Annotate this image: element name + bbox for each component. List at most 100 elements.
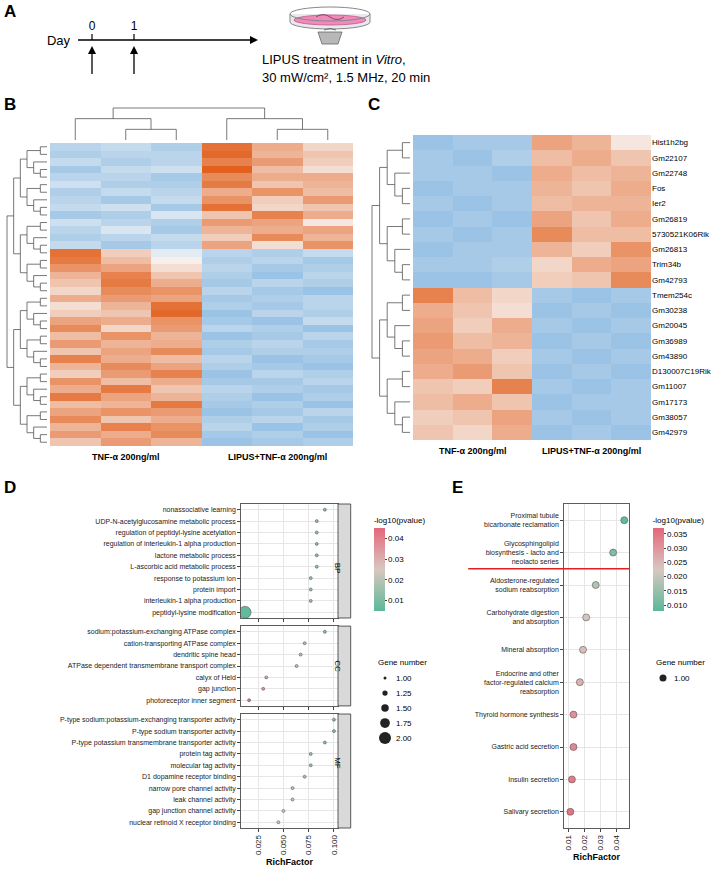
svg-text:Gm20045: Gm20045 xyxy=(652,321,688,330)
svg-text:cation-transporting ATPase com: cation-transporting ATPase complex xyxy=(124,640,236,648)
svg-text:nonassociative learning: nonassociative learning xyxy=(163,506,236,514)
svg-text:Gm38057: Gm38057 xyxy=(652,413,688,422)
svg-text:0.03: 0.03 xyxy=(596,834,605,850)
svg-text:Gm26813: Gm26813 xyxy=(652,245,688,254)
svg-text:protein tag activity: protein tag activity xyxy=(179,750,236,758)
svg-text:1.00: 1.00 xyxy=(674,674,690,683)
svg-text:gap junction: gap junction xyxy=(198,685,236,693)
html-text:A: A xyxy=(4,2,17,21)
svg-text:1: 1 xyxy=(131,19,138,33)
svg-text:0.035: 0.035 xyxy=(667,530,688,539)
svg-text:P-type sodium:potassium-exchan: P-type sodium:potassium-exchanging trans… xyxy=(60,716,236,724)
svg-text:-log10(pvalue): -log10(pvalue) xyxy=(374,516,425,525)
svg-text:ATPase dependent transmembrane: ATPase dependent transmembrane transport… xyxy=(68,662,236,670)
svg-text:nuclear retinoid X receptor bi: nuclear retinoid X receptor binding xyxy=(129,819,236,827)
svg-text:molecular tag activity: molecular tag activity xyxy=(170,762,236,770)
svg-text:CC: CC xyxy=(333,660,342,672)
svg-text:leak channel activity: leak channel activity xyxy=(173,796,236,804)
svg-text:Hist1h2bg: Hist1h2bg xyxy=(652,138,688,147)
svg-text:Insulin secretion: Insulin secretion xyxy=(508,776,559,783)
svg-text:Gm30238: Gm30238 xyxy=(652,306,688,315)
svg-text:Salivary secretion: Salivary secretion xyxy=(504,808,559,816)
svg-text:TNF-α 200ng/ml: TNF-α 200ng/ml xyxy=(92,452,160,462)
svg-text:D1 dopamine receptor binding: D1 dopamine receptor binding xyxy=(142,773,236,781)
svg-text:Mineral absorption: Mineral absorption xyxy=(501,646,559,654)
svg-text:narrow pore channel activity: narrow pore channel activity xyxy=(149,785,237,793)
svg-text:gap junction channel activity: gap junction channel activity xyxy=(148,807,236,815)
svg-text:0.025: 0.025 xyxy=(667,558,688,567)
svg-text:regulation of peptidyl-lysine: regulation of peptidyl-lysine acetylatio… xyxy=(116,529,236,537)
svg-text:0.04: 0.04 xyxy=(388,534,404,543)
svg-text:Ier2: Ier2 xyxy=(652,199,666,208)
svg-text:dendritic spine head: dendritic spine head xyxy=(173,651,236,659)
svg-text:Endocrine and otherfactor-regu: Endocrine and otherfactor-regulated calc… xyxy=(484,670,559,696)
svg-text:0.025: 0.025 xyxy=(254,834,263,855)
svg-text:Carbohydrate digestionand abso: Carbohydrate digestionand absorption xyxy=(486,609,558,626)
svg-text:1.75: 1.75 xyxy=(396,719,412,728)
svg-text:D130007C19Rik: D130007C19Rik xyxy=(652,367,712,376)
svg-text:0.100: 0.100 xyxy=(330,834,339,855)
svg-text:P-type potassium transmembrane: P-type potassium transmembrane transport… xyxy=(72,739,237,747)
svg-text:BP: BP xyxy=(333,563,342,574)
svg-text:5730521K06Rik: 5730521K06Rik xyxy=(652,230,710,239)
svg-text:UDP-N-acetylglucosamine metabo: UDP-N-acetylglucosamine metabolic proces… xyxy=(95,518,236,526)
svg-text:sodium:potassium-exchanging AT: sodium:potassium-exchanging ATPase compl… xyxy=(87,628,236,636)
svg-text:Gm22748: Gm22748 xyxy=(652,169,688,178)
svg-text:0.050: 0.050 xyxy=(279,834,288,855)
svg-text:response to potassium ion: response to potassium ion xyxy=(154,575,236,583)
svg-text:Aldosterone-regulatedsodium re: Aldosterone-regulatedsodium reabsorption xyxy=(490,577,559,594)
svg-text:MF: MF xyxy=(333,757,342,769)
svg-text:0.015: 0.015 xyxy=(667,587,688,596)
svg-text:Gm11007: Gm11007 xyxy=(652,382,687,391)
svg-text:Fos: Fos xyxy=(652,184,665,193)
svg-text:peptidyl-lysine modification: peptidyl-lysine modification xyxy=(152,609,236,617)
svg-text:protein import: protein import xyxy=(193,586,236,594)
svg-text:Day: Day xyxy=(47,33,71,48)
svg-text:lactone metabolic process: lactone metabolic process xyxy=(155,552,236,560)
svg-text:1.00: 1.00 xyxy=(396,674,412,683)
svg-text:Gene number: Gene number xyxy=(378,658,427,667)
svg-text:Gm26819: Gm26819 xyxy=(652,215,688,224)
svg-text:30 mW/cm², 1.5 MHz, 20 min: 30 mW/cm², 1.5 MHz, 20 min xyxy=(262,70,430,85)
svg-text:regulation of interleukin-1 al: regulation of interleukin-1 alpha produc… xyxy=(103,540,235,548)
svg-text:Tmem254c: Tmem254c xyxy=(652,291,692,300)
svg-text:0: 0 xyxy=(89,19,96,33)
svg-text:-log10(pvalue): -log10(pvalue) xyxy=(653,516,704,525)
svg-text:photoreceptor inner segment: photoreceptor inner segment xyxy=(146,697,236,705)
svg-text:RichFactor: RichFactor xyxy=(266,857,314,867)
svg-text:0.020: 0.020 xyxy=(667,572,688,581)
svg-text:Gm17173: Gm17173 xyxy=(652,398,688,407)
svg-text:Gm22107: Gm22107 xyxy=(652,154,688,163)
svg-text:0.010: 0.010 xyxy=(667,601,688,610)
svg-text:Gm42979: Gm42979 xyxy=(652,428,688,437)
svg-text:LIPUS treatment in Vitro,: LIPUS treatment in Vitro, xyxy=(262,52,406,67)
svg-text:0.01: 0.01 xyxy=(388,596,404,605)
svg-text:Proximal tubulebicarbonate rec: Proximal tubulebicarbonate reclamation xyxy=(484,512,559,528)
svg-text:2.00: 2.00 xyxy=(396,734,412,743)
svg-text:Gene number: Gene number xyxy=(656,658,705,667)
svg-text:Gastric acid secretion: Gastric acid secretion xyxy=(491,743,558,750)
svg-text:calyx of Held: calyx of Held xyxy=(196,674,236,682)
svg-text:LIPUS+TNF-α 200ng/ml: LIPUS+TNF-α 200ng/ml xyxy=(542,446,641,456)
svg-text:1.50: 1.50 xyxy=(396,704,412,713)
svg-text:0.075: 0.075 xyxy=(304,834,313,855)
svg-text:Gm42793: Gm42793 xyxy=(652,276,688,285)
svg-text:TNF-α 200ng/ml: TNF-α 200ng/ml xyxy=(439,446,507,456)
svg-text:0.030: 0.030 xyxy=(667,544,688,553)
svg-text:interleukin-1 alpha production: interleukin-1 alpha production xyxy=(144,597,236,605)
svg-text:Trim34b: Trim34b xyxy=(652,260,682,269)
svg-text:Gm36989: Gm36989 xyxy=(652,337,688,346)
svg-text:Glycosphingolipidbiosynthesis: Glycosphingolipidbiosynthesis - lacto an… xyxy=(486,540,560,565)
svg-text:LIPUS+TNF-α 200ng/ml: LIPUS+TNF-α 200ng/ml xyxy=(228,452,327,462)
svg-text:P-type sodium transporter acti: P-type sodium transporter activity xyxy=(132,728,236,736)
svg-text:0.04: 0.04 xyxy=(612,834,621,850)
svg-text:0.02: 0.02 xyxy=(580,834,589,850)
svg-text:0.03: 0.03 xyxy=(388,555,404,564)
svg-text:RichFactor: RichFactor xyxy=(573,852,621,862)
svg-text:0.02: 0.02 xyxy=(388,576,404,585)
svg-text:Gm43890: Gm43890 xyxy=(652,352,688,361)
svg-text:L-ascorbic acid metabolic proc: L-ascorbic acid metabolic process xyxy=(130,563,236,571)
svg-text:0.01: 0.01 xyxy=(564,834,573,850)
svg-text:Thyroid hormone synthesis: Thyroid hormone synthesis xyxy=(475,711,560,719)
svg-text:1.25: 1.25 xyxy=(396,689,412,698)
